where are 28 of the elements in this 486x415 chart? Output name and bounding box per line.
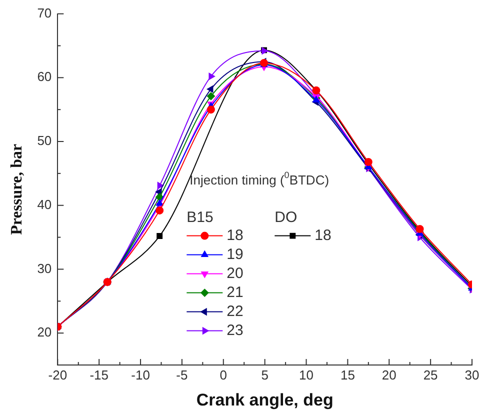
y-tick-label: 60 bbox=[37, 69, 52, 84]
legend-label: 23 bbox=[226, 322, 244, 339]
legend-label: 20 bbox=[226, 264, 244, 282]
x-tick-label: -20 bbox=[48, 367, 68, 382]
x-tick-label: 15 bbox=[340, 367, 355, 382]
legend-label: 22 bbox=[226, 302, 244, 320]
x-tick-label: 25 bbox=[423, 367, 438, 382]
x-tick-label: -10 bbox=[131, 367, 150, 382]
x-tick-label: 20 bbox=[382, 367, 396, 382]
annotation: DO bbox=[274, 208, 298, 226]
legend-label: 18 bbox=[226, 226, 244, 244]
x-tick-label: -15 bbox=[90, 367, 108, 382]
legend-label: 19 bbox=[226, 246, 244, 263]
x-tick-label: -5 bbox=[176, 367, 188, 382]
y-axis-title: Pressure, bar bbox=[8, 144, 26, 235]
x-tick-label: 0 bbox=[220, 367, 228, 382]
x-tick-label: 30 bbox=[464, 367, 480, 382]
y-tick-label: 20 bbox=[37, 324, 52, 340]
x-axis-title: Crank angle, deg bbox=[196, 390, 334, 410]
legend-label: 21 bbox=[226, 284, 244, 301]
y-tick-label: 70 bbox=[37, 5, 52, 20]
x-tick-label: 10 bbox=[299, 367, 314, 382]
y-tick-label: 50 bbox=[37, 133, 52, 148]
annotation: B15 bbox=[186, 208, 214, 226]
y-tick-label: 40 bbox=[37, 196, 52, 212]
x-tick-label: 5 bbox=[261, 367, 268, 382]
y-tick-label: 30 bbox=[37, 260, 52, 276]
legend-label: 18 bbox=[314, 226, 332, 244]
